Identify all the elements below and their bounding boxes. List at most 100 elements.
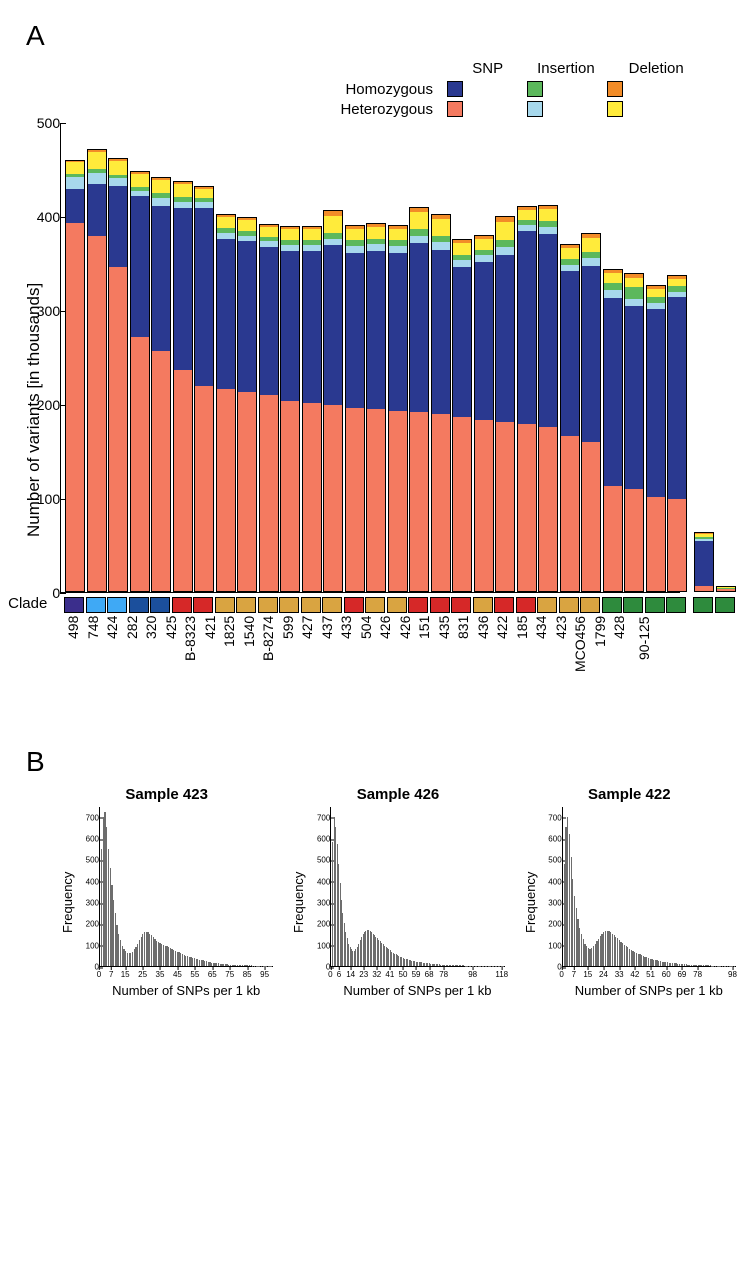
legend-col-snp: SNP xyxy=(472,60,503,77)
bar-segment xyxy=(66,189,84,223)
y-tick: 100 xyxy=(18,491,60,507)
bar-segment xyxy=(582,266,600,443)
bar-segment xyxy=(346,229,364,240)
bar-segment xyxy=(539,209,557,220)
clade-square xyxy=(580,597,600,613)
bar-segment xyxy=(604,290,622,298)
bar-segment xyxy=(367,251,385,409)
clade-square xyxy=(236,597,256,613)
bar-segment xyxy=(410,212,428,229)
legend-swatch xyxy=(527,81,543,97)
x-label: B-8323 xyxy=(181,616,199,696)
bar-segment xyxy=(174,184,192,197)
bar-segment xyxy=(475,420,493,591)
bar xyxy=(130,171,150,592)
bar-segment xyxy=(539,234,557,427)
clade-label: Clade xyxy=(8,595,47,612)
panel-b-label: B xyxy=(26,746,736,778)
bar-segment xyxy=(475,262,493,420)
hist-y-label: Frequency xyxy=(60,807,75,998)
bar-segment xyxy=(453,243,471,254)
x-label xyxy=(655,616,673,696)
hist-y-tick: 500 xyxy=(308,856,330,865)
clade-square xyxy=(693,597,713,613)
clade-square xyxy=(715,597,735,613)
bar-segment xyxy=(717,589,735,591)
bar xyxy=(237,217,257,592)
x-label: 426 xyxy=(376,616,394,696)
bar xyxy=(173,181,193,592)
bar-segment xyxy=(625,489,643,591)
bar-segment xyxy=(695,586,713,591)
hist-x-tick: 98 xyxy=(468,970,477,979)
bar-segment xyxy=(152,180,170,193)
bar-segment xyxy=(324,239,342,246)
bar-segment xyxy=(131,337,149,591)
bar-segment xyxy=(238,392,256,591)
bar-segment xyxy=(367,409,385,591)
bar-segment xyxy=(346,408,364,591)
bar-segment xyxy=(475,255,493,262)
bar-segment xyxy=(432,219,450,236)
hist-x-tick: 7 xyxy=(109,970,113,979)
bar xyxy=(151,177,171,592)
hist-x-tick: 75 xyxy=(225,970,234,979)
hist-x-tick: 60 xyxy=(662,970,671,979)
clade-square xyxy=(516,597,536,613)
hist-title: Sample 423 xyxy=(60,786,273,803)
bar xyxy=(65,160,85,592)
bar-segment xyxy=(88,173,106,184)
bar xyxy=(624,273,644,592)
hist-y-tick: 300 xyxy=(540,899,562,908)
bar xyxy=(431,214,451,592)
bar-segment xyxy=(131,174,149,187)
bar-segment xyxy=(539,221,557,228)
bar-segment xyxy=(625,299,643,307)
hist-y-axis: 0100200300400500600700 xyxy=(540,807,562,967)
bar-segment xyxy=(582,238,600,252)
bar-segment xyxy=(152,206,170,352)
hist-y-tick: 400 xyxy=(77,877,99,886)
clade-square xyxy=(623,597,643,613)
x-label: 422 xyxy=(493,616,511,696)
bar-segment xyxy=(695,541,713,586)
histogram: Sample 423Frequency010020030040050060070… xyxy=(60,786,273,998)
bar-segment xyxy=(346,246,364,253)
bar-segment xyxy=(346,253,364,408)
hist-x-tick: 0 xyxy=(328,970,332,979)
y-tick: 500 xyxy=(18,115,60,131)
bar xyxy=(667,275,687,592)
bar-segment xyxy=(174,202,192,209)
bar xyxy=(694,532,714,592)
clade-square xyxy=(129,597,149,613)
x-label: 282 xyxy=(123,616,141,696)
bar xyxy=(495,216,515,592)
bar xyxy=(302,226,322,592)
hist-x-tick: 85 xyxy=(243,970,252,979)
bar xyxy=(474,235,494,592)
bar-segment xyxy=(668,279,686,287)
bar-segment xyxy=(281,251,299,401)
bar-segment xyxy=(432,236,450,243)
bar-segment xyxy=(647,497,665,591)
clade-square xyxy=(365,597,385,613)
bar-segment xyxy=(604,283,622,291)
bar-segment xyxy=(131,196,149,337)
hist-x-tick: 15 xyxy=(583,970,592,979)
hist-x-tick: 95 xyxy=(260,970,269,979)
hist-y-tick: 500 xyxy=(540,856,562,865)
bar-segment xyxy=(539,227,557,234)
bar xyxy=(603,269,623,592)
panel-b: B Sample 423 Frequency 0100200300400500600… xyxy=(20,746,736,998)
hist-y-tick: 100 xyxy=(540,941,562,950)
x-label: 185 xyxy=(513,616,531,696)
hist-plot xyxy=(330,807,504,967)
bar-segment xyxy=(88,236,106,591)
legend-swatch xyxy=(527,101,543,117)
bar-segment xyxy=(66,162,84,173)
hist-y-tick: 600 xyxy=(308,835,330,844)
hist-x-tick: 23 xyxy=(359,970,368,979)
bar-segment xyxy=(66,177,84,188)
hist-y-tick: 700 xyxy=(308,813,330,822)
panel-a: A SNP Insertion Deletion HomozygousHeter… xyxy=(20,20,736,696)
